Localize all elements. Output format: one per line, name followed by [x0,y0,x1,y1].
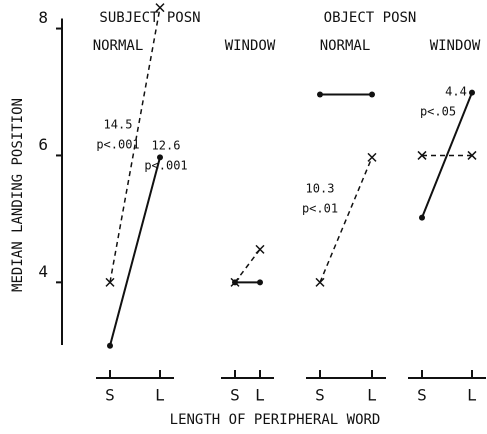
point [232,279,238,286]
x-tick-label: S [417,386,427,405]
annotation: p<.001 [96,138,139,152]
point [105,277,115,287]
series-line [234,248,261,283]
series-line [109,157,161,347]
series-line [421,92,473,218]
annotation: p<.05 [420,105,456,119]
annotation: p<.001 [144,159,187,173]
series-line [109,7,161,283]
point [257,279,263,286]
x-tick-label: L [155,386,165,405]
y-tick-label: 6 [38,135,48,154]
x-tick-label: S [315,386,325,405]
point [469,89,475,96]
x-tick-label: L [467,386,477,405]
point [315,277,325,287]
point [107,342,113,349]
panel-title: NORMAL [93,38,144,54]
panel-title: WINDOW [225,38,276,54]
point [467,150,477,160]
series-line [319,157,373,283]
point [317,91,323,98]
x-tick-label: L [255,386,265,405]
x-tick-label: L [367,386,377,405]
annotation: 14.5 [104,118,133,132]
point [369,91,375,98]
x-axis-label: LENGTH OF PERIPHERAL WORD [170,412,381,428]
annotation: p<.01 [302,202,338,216]
panel-title: WINDOW [430,38,481,54]
point [419,214,425,221]
x-tick-label: S [230,386,240,405]
y-tick-label: 4 [38,262,48,281]
annotation: 4.4 [445,85,467,99]
annotation: 12.6 [152,139,181,153]
point [417,150,427,160]
point [155,3,165,13]
group-title: SUBJECT POSN [99,10,200,26]
panel-title: NORMAL [320,38,371,54]
annotation: 10.3 [306,182,335,196]
y-axis-label: MEDIAN LANDING POSITION [10,98,26,292]
point [255,244,265,254]
x-tick-label: S [105,386,115,405]
y-tick-label: 8 [38,8,48,27]
point [367,152,377,162]
group-title: OBJECT POSN [324,10,417,26]
point [157,154,163,161]
